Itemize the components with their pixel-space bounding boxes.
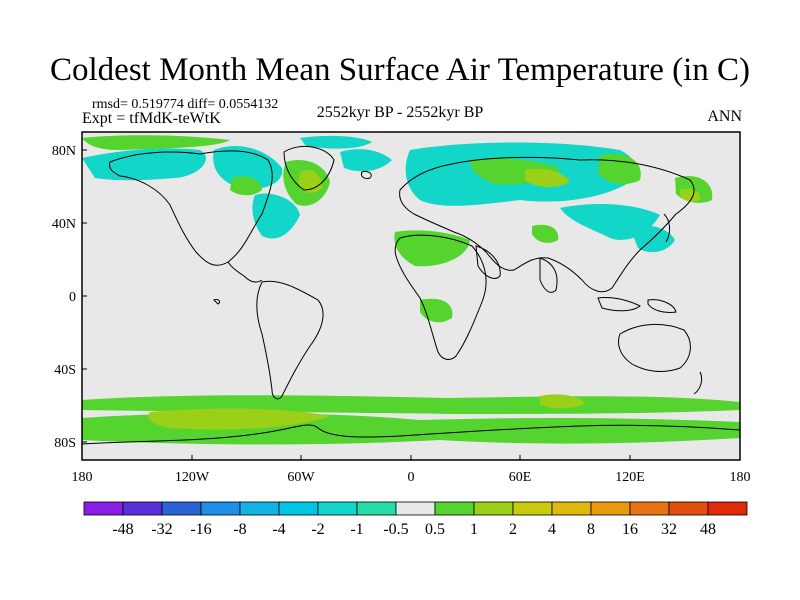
y-tick-label: 40S <box>54 363 76 378</box>
colorbar-swatch <box>668 501 709 516</box>
colorbar-label: 48 <box>700 521 716 538</box>
colorbar-label: 32 <box>661 521 677 538</box>
colorbar-swatch <box>707 501 748 516</box>
colorbar-label: -0.5 <box>383 521 408 538</box>
colorbar-swatch <box>356 501 397 516</box>
y-axis-labels: 80N 40N 0 40S 80S <box>52 144 76 451</box>
colorbar-swatch <box>512 501 553 516</box>
colorbar-swatch <box>122 501 163 516</box>
colorbar-label: -16 <box>190 521 211 538</box>
period-label: 2552kyr BP - 2552kyr BP <box>316 104 484 121</box>
colorbar-labels: -48 -32 -16 -8 -4 -2 -1 -0.5 0.5 1 2 4 8 16 32 48 <box>112 521 716 538</box>
coastlines <box>82 145 740 445</box>
x-tick-label: 120E <box>615 470 645 485</box>
colorbar-swatch <box>629 501 670 516</box>
colorbar-swatch <box>317 501 358 516</box>
x-axis-labels: 180 120W 60W 0 60E 120E 180 <box>72 470 751 485</box>
colorbar-label: -8 <box>233 521 246 538</box>
season-label: ANN <box>707 108 742 125</box>
colorbar-label: 16 <box>622 521 638 538</box>
tick-marks <box>81 149 741 460</box>
colorbar-label: 8 <box>587 521 595 538</box>
colorbar <box>83 501 748 516</box>
colorbar-label: 2 <box>509 521 517 538</box>
colorbar-swatch <box>278 501 319 516</box>
y-tick-label: 40N <box>52 217 76 232</box>
colorbar-label: -32 <box>151 521 172 538</box>
colorbar-swatch <box>239 501 280 516</box>
colorbar-swatch <box>83 501 124 516</box>
colorbar-label: 1 <box>470 521 478 538</box>
x-tick-label: 180 <box>72 470 93 485</box>
x-tick-label: 180 <box>730 470 751 485</box>
x-tick-label: 120W <box>175 470 210 485</box>
y-tick-label: 80N <box>52 144 76 159</box>
colorbar-label: -48 <box>112 521 133 538</box>
diff-value: 0.0554132 <box>218 97 279 112</box>
rmsd-label: rmsd= <box>92 97 128 112</box>
colorbar-label: 0.5 <box>425 521 445 538</box>
x-tick-label: 60W <box>287 470 315 485</box>
colorbar-swatch <box>434 501 475 516</box>
colorbar-swatch <box>200 501 241 516</box>
experiment-label: Expt = tfMdK-teWtK <box>82 110 221 127</box>
map-title: Coldest Month Mean Surface Air Temperatu… <box>50 52 750 88</box>
colorbar-swatch <box>590 501 631 516</box>
anomaly-field <box>82 135 740 445</box>
diff-label: diff= <box>187 97 216 112</box>
colorbar-label: 4 <box>548 521 556 538</box>
colorbar-swatch <box>551 501 592 516</box>
colorbar-swatch <box>473 501 514 516</box>
colorbar-swatch <box>161 501 202 516</box>
colorbar-label: -1 <box>350 521 363 538</box>
y-tick-label: 80S <box>54 436 76 451</box>
stats-line: rmsd= 0.519774 diff= 0.0554132 <box>92 97 278 113</box>
x-tick-label: 60E <box>509 470 532 485</box>
colorbar-label: -4 <box>272 521 285 538</box>
rmsd-value: 0.519774 <box>131 97 184 112</box>
colorbar-swatch <box>395 501 436 516</box>
y-tick-label: 0 <box>69 290 76 305</box>
x-tick-label: 0 <box>408 470 415 485</box>
colorbar-label: -2 <box>311 521 324 538</box>
